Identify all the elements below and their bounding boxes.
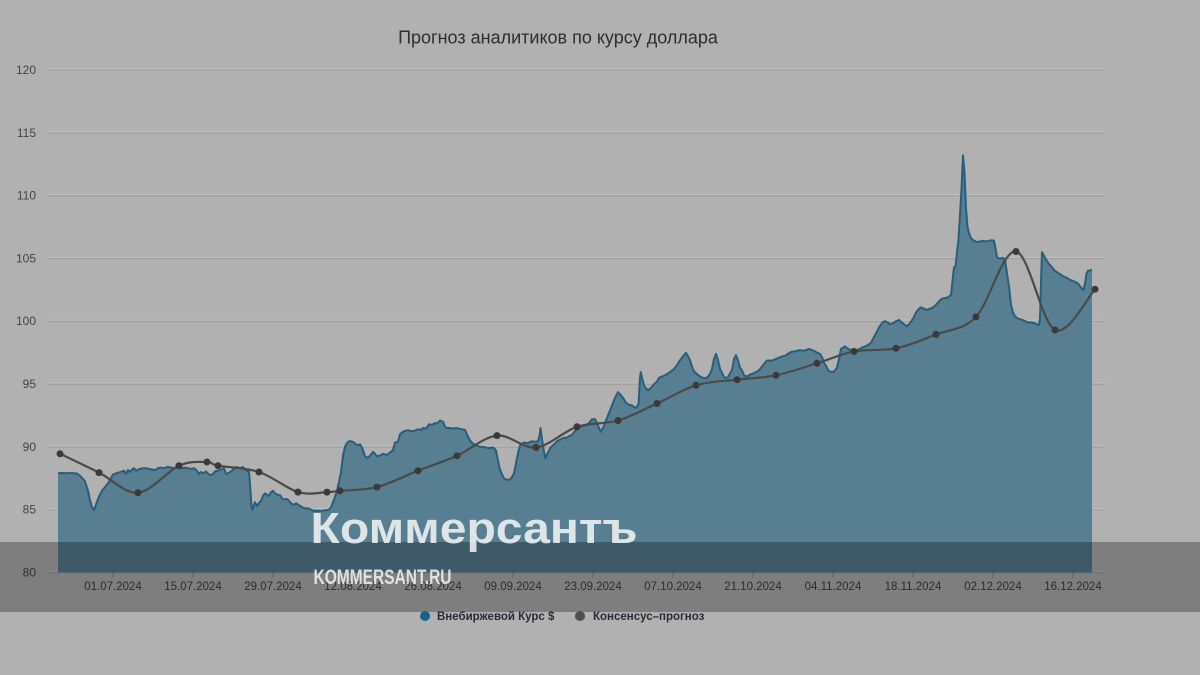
svg-text:120: 120 (16, 63, 36, 77)
svg-text:26.08.2024: 26.08.2024 (404, 581, 462, 593)
svg-text:29.07.2024: 29.07.2024 (244, 581, 302, 593)
svg-text:Прогноз аналитиков по курсу до: Прогноз аналитиков по курсу доллара (398, 28, 719, 48)
svg-text:Консенсус–прогноз: Консенсус–прогноз (593, 611, 705, 623)
svg-text:12.08.2024: 12.08.2024 (324, 581, 382, 593)
svg-text:23.09.2024: 23.09.2024 (564, 581, 622, 593)
svg-text:02.12.2024: 02.12.2024 (964, 581, 1022, 593)
svg-text:115: 115 (17, 126, 36, 140)
svg-text:01.07.2024: 01.07.2024 (84, 581, 142, 593)
svg-text:15.07.2024: 15.07.2024 (164, 581, 222, 593)
svg-text:80: 80 (23, 566, 37, 580)
svg-text:100: 100 (16, 314, 36, 328)
svg-text:Внебиржевой Курс $: Внебиржевой Курс $ (437, 611, 555, 623)
svg-text:95: 95 (23, 377, 37, 391)
svg-text:04.11.2024: 04.11.2024 (805, 581, 862, 593)
svg-text:18.11.2024: 18.11.2024 (885, 581, 942, 593)
svg-text:85: 85 (23, 503, 37, 517)
svg-text:21.10.2024: 21.10.2024 (724, 581, 782, 593)
svg-text:90: 90 (23, 440, 37, 454)
svg-text:09.09.2024: 09.09.2024 (484, 581, 542, 593)
svg-text:105: 105 (16, 251, 36, 265)
svg-text:07.10.2024: 07.10.2024 (644, 581, 702, 593)
svg-text:Коммерсантъ: Коммерсантъ (311, 504, 638, 553)
svg-text:16.12.2024: 16.12.2024 (1044, 581, 1102, 593)
svg-text:110: 110 (17, 189, 36, 203)
svg-text:KOMMERSANT.RU: KOMMERSANT.RU (314, 566, 452, 589)
